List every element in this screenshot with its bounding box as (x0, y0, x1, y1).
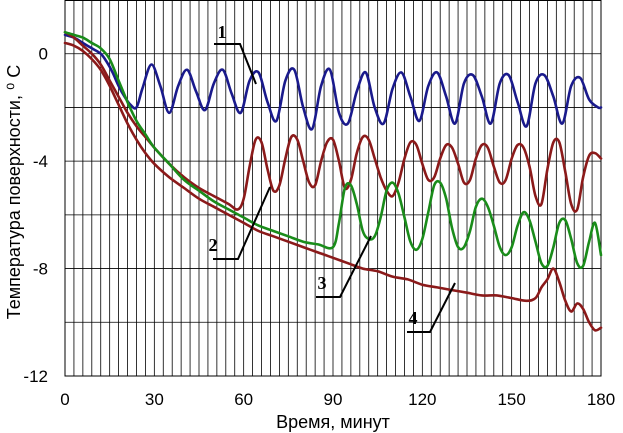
y-tick-labels: 0 -4 -8 -12 (23, 45, 48, 386)
y-tick-label: -4 (33, 152, 48, 171)
callout-layer: 1 2 3 4 (209, 22, 456, 333)
callout-1-label: 1 (218, 22, 227, 42)
y-tick-label: 0 (39, 45, 48, 64)
callout-4-leader (407, 282, 456, 333)
x-tick-label: 60 (234, 390, 253, 409)
vertical-gridlines (73, 0, 593, 376)
y-tick-label: -12 (23, 367, 48, 386)
callout-3-leader (316, 235, 372, 298)
series-2-line (63, 30, 603, 213)
x-tick-label: 30 (145, 390, 164, 409)
x-tick-labels: 0 30 60 90 120 150 180 (60, 390, 615, 409)
callout-1-leader (214, 43, 257, 85)
plot-area-frame (64, 0, 602, 377)
horizontal-gridlines (65, 53, 601, 323)
callout-2-label: 2 (209, 235, 218, 255)
series-1-line (63, 33, 603, 131)
x-axis-title: Время, минут (276, 412, 390, 432)
x-tick-label: 180 (587, 390, 615, 409)
callout-3-label: 3 (318, 273, 327, 293)
y-axis-title: Температура поверхности, ⁰ С (4, 65, 24, 319)
callout-4-label: 4 (409, 308, 418, 328)
x-tick-label: 90 (324, 390, 343, 409)
x-tick-label: 120 (408, 390, 436, 409)
x-tick-label: 150 (497, 390, 525, 409)
y-tick-label: -8 (33, 260, 48, 279)
x-tick-label: 0 (60, 390, 69, 409)
callout-2-leader (213, 186, 271, 260)
series-3-line (63, 30, 603, 270)
